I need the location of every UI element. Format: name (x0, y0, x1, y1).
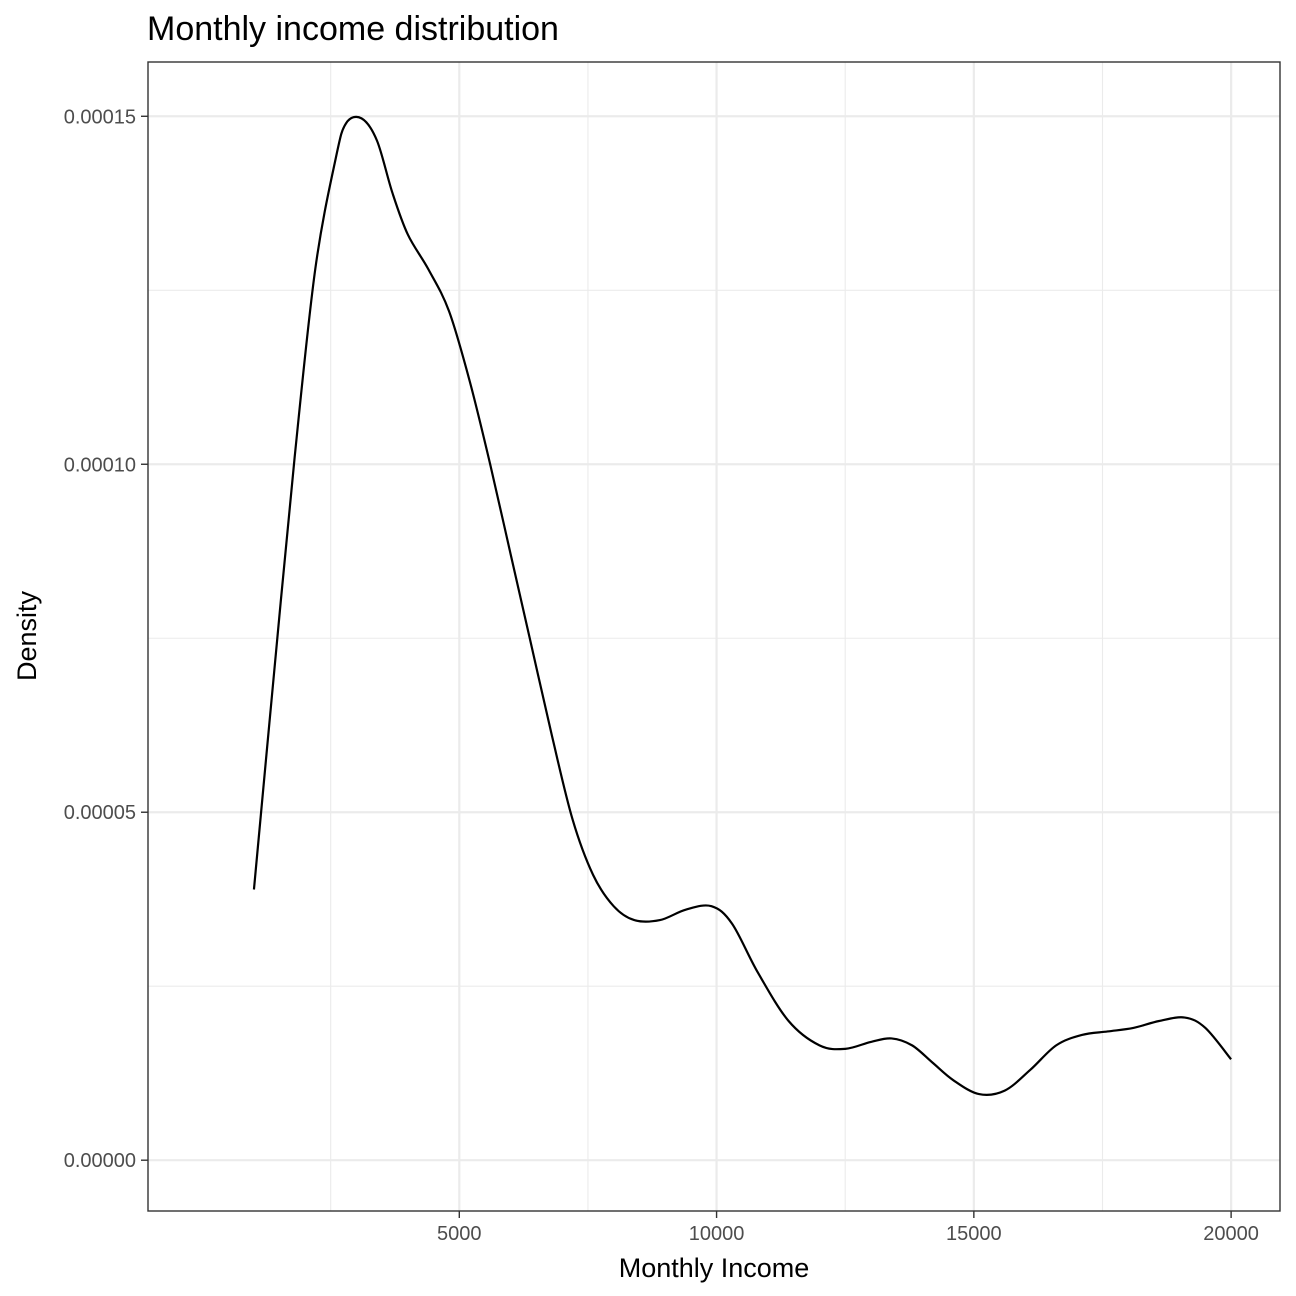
density-line (252, 115, 1232, 1096)
panel-border (147, 61, 1281, 1212)
grid-layer (148, 62, 1280, 1211)
y-tick-label: 0.00005 (64, 802, 136, 824)
x-tick-label: 5000 (437, 1223, 482, 1245)
y-tick-label: 0.00010 (64, 454, 136, 476)
y-tick-label: 0.00000 (64, 1150, 136, 1172)
x-tick-label: 15000 (946, 1223, 1002, 1245)
y-tick-label: 0.00015 (64, 106, 136, 128)
tick-layer: 5000 10000 15000 20000 0.00000 0.00005 0.00010… (64, 106, 1259, 1245)
x-tick-label: 10000 (689, 1223, 745, 1245)
x-tick-label: 20000 (1203, 1223, 1259, 1245)
y-axis-title: Density (12, 590, 42, 681)
x-axis-title: Monthly Income (619, 1253, 810, 1283)
chart-title: Monthly income distribution (147, 10, 559, 48)
